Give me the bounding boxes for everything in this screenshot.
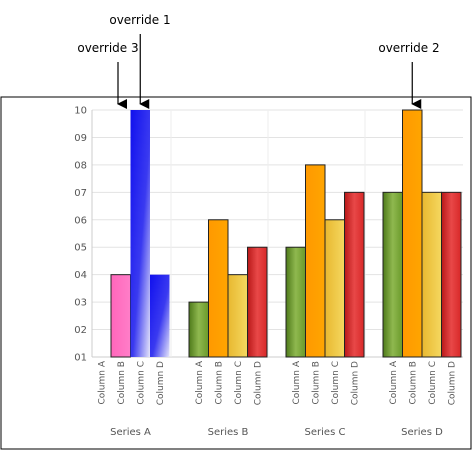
y-tick-label: 08 <box>74 160 87 171</box>
x-tick-label: Column B <box>311 361 321 405</box>
bar-series-d-column-a <box>382 191 403 358</box>
bar-series-c-column-b <box>305 164 326 358</box>
x-tick-label: Column B <box>117 361 127 405</box>
x-tick-label: Column D <box>253 361 263 405</box>
y-tick-label: 01 <box>74 353 87 364</box>
chart-frame <box>0 96 472 450</box>
y-tick-label: 06 <box>74 215 87 226</box>
annotation-label: override 1 <box>109 13 170 27</box>
bar-series-a-column-b <box>110 274 131 358</box>
x-tick-label: Column C <box>136 361 146 405</box>
x-tick-label: Column B <box>408 361 418 405</box>
group-label: Series C <box>305 427 346 438</box>
y-tick-label: 09 <box>74 133 87 144</box>
bar-series-a-column-c <box>130 110 150 357</box>
bar-series-b-column-a <box>188 301 209 358</box>
y-tick-label: 07 <box>74 188 87 199</box>
y-tick-label: 05 <box>74 243 87 254</box>
bar-series-c-column-c <box>324 219 345 358</box>
bar-series-a-column-d <box>150 274 170 357</box>
bar-series-c-column-a <box>285 246 306 358</box>
x-tick-label: Column D <box>156 361 166 405</box>
x-tick-label: Column D <box>350 361 360 405</box>
group-label: Series D <box>401 427 443 438</box>
x-tick-label: Column C <box>331 361 341 405</box>
x-tick-label: Column C <box>428 361 438 405</box>
x-tick-label: Column A <box>97 360 107 404</box>
bar-series-b-column-b <box>208 219 229 358</box>
x-tick-label: Column D <box>447 361 457 405</box>
x-tick-label: Column A <box>195 360 205 404</box>
bar-series-b-column-c <box>227 274 248 358</box>
bar-series-d-column-d <box>441 191 462 358</box>
annotation-label: override 3 <box>77 41 138 55</box>
x-tick-label: Column B <box>214 361 224 405</box>
x-tick-label: Column A <box>389 360 399 404</box>
bar-series-b-column-d <box>247 246 268 358</box>
bar-series-d-column-c <box>421 191 442 358</box>
group-label: Series B <box>208 427 249 438</box>
group-label: Series A <box>110 427 151 438</box>
x-tick-label: Column C <box>234 361 244 405</box>
y-tick-label: 10 <box>74 106 87 117</box>
bar-series-c-column-d <box>344 191 365 358</box>
annotation-label: override 2 <box>378 41 439 55</box>
y-tick-label: 02 <box>74 325 87 336</box>
y-tick-label: 04 <box>74 270 87 281</box>
y-tick-label: 03 <box>74 298 87 309</box>
x-tick-label: Column A <box>292 360 302 404</box>
bar-series-d-column-b <box>402 109 423 358</box>
